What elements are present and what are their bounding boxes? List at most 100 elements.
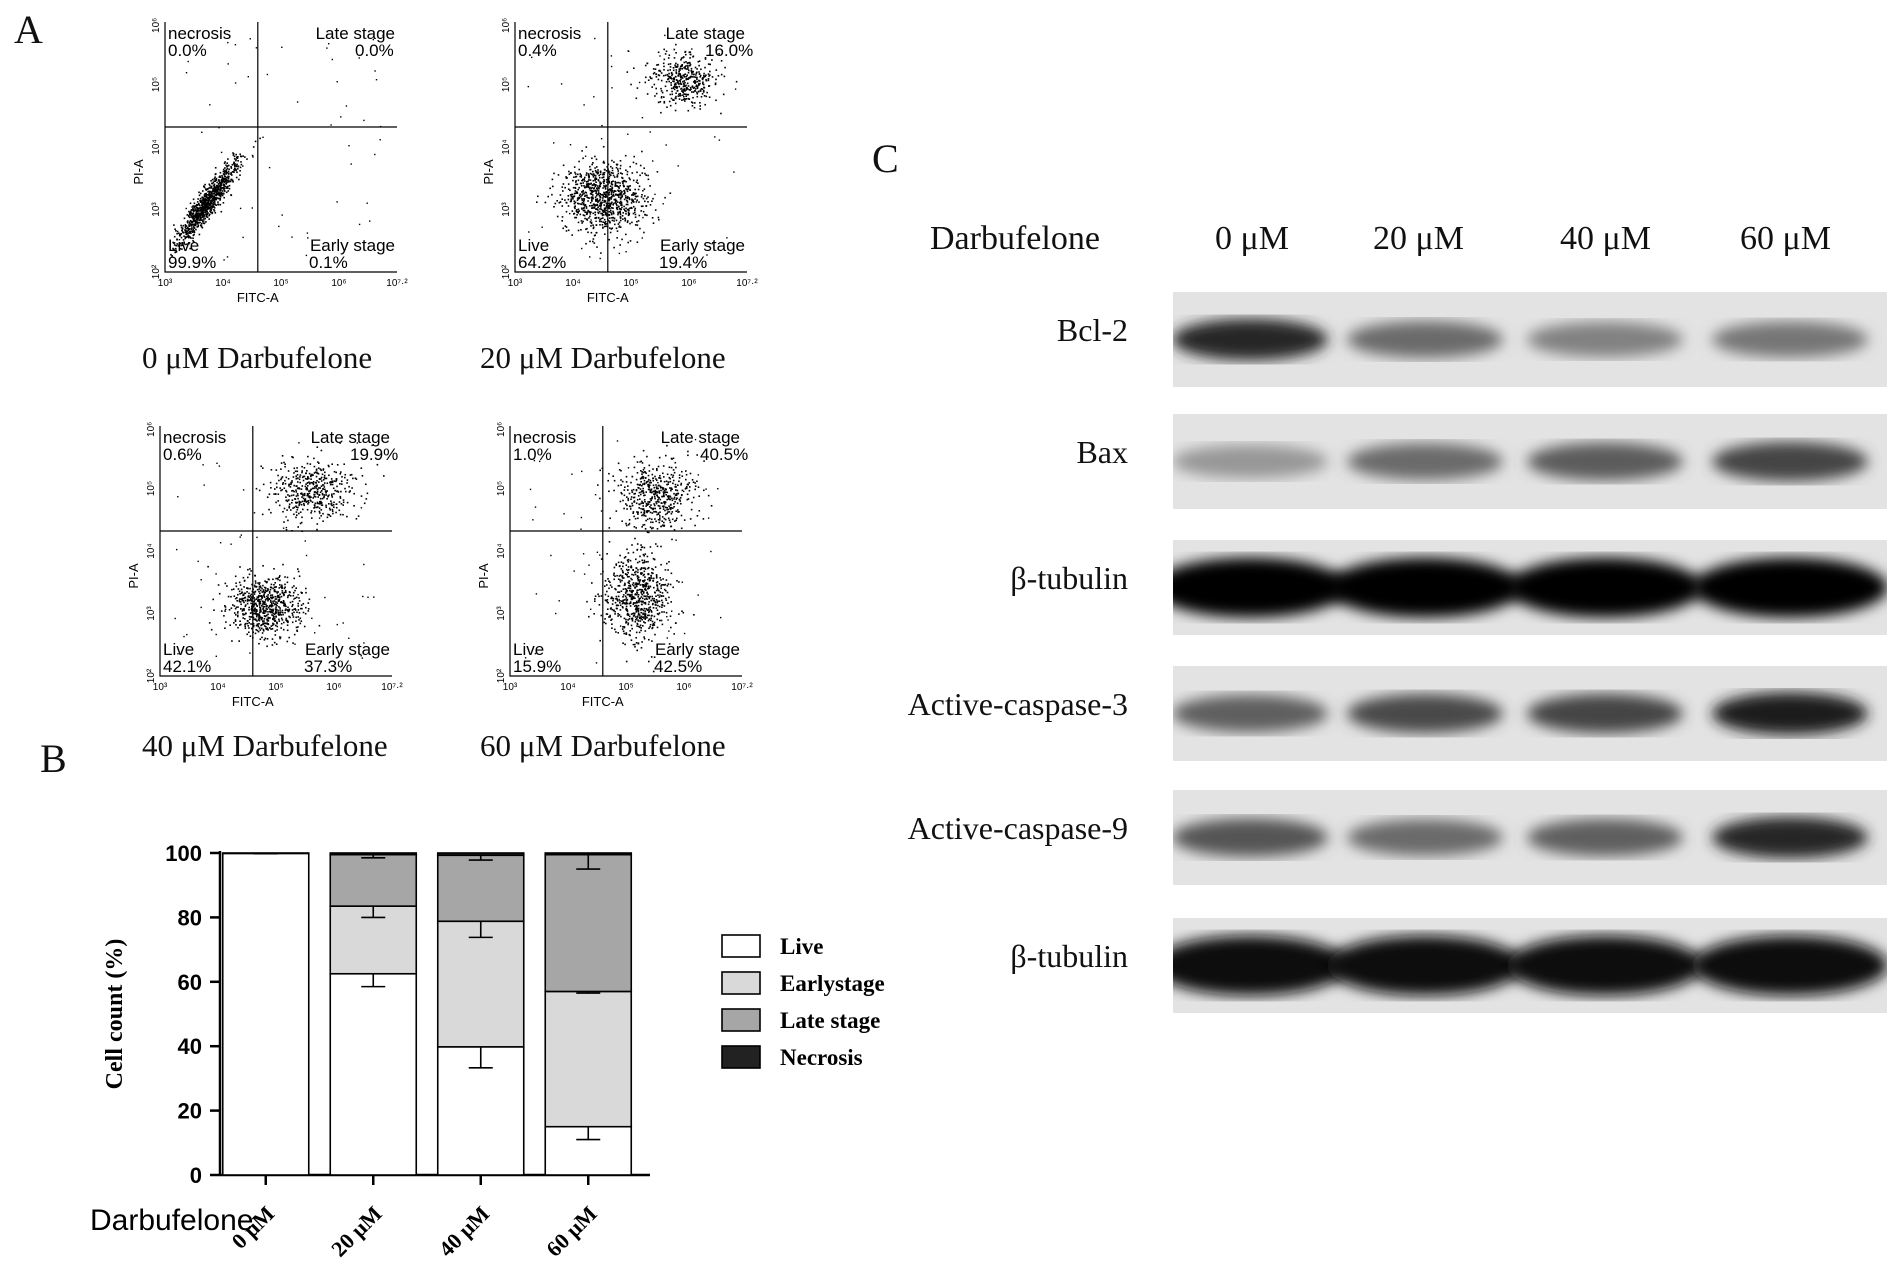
wb-band (1527, 442, 1683, 481)
y-tick-label: 10⁴ (151, 139, 162, 154)
x-tick-label: 10⁷·² (731, 682, 753, 693)
x-tick-label: 10⁶ (326, 682, 341, 693)
wb-band (1173, 818, 1328, 857)
x-tick-label: 10⁷·² (386, 278, 408, 289)
x-tick-label: 10⁴ (560, 682, 575, 693)
wb-lane-label: β-tubulin (1010, 560, 1128, 596)
wb-strip (1173, 540, 1887, 635)
bar-segment-early-stage (221, 852, 310, 855)
y-tick-label: 10⁶·³ (146, 422, 157, 437)
wb-dose-3: 60 μM (1740, 220, 1831, 257)
x-tick-label: 10⁶ (331, 278, 346, 289)
wb-band (1327, 557, 1523, 618)
quadrant-pct-necrosis: 1.0% (513, 445, 552, 464)
flow-y-axis-label: PI-A (476, 563, 491, 589)
wb-strip (1173, 414, 1887, 509)
y-axis-label: Cell count (%) (102, 939, 128, 1090)
bar-segment-live (221, 852, 310, 1176)
quadrant-label-necrosis: necrosis (163, 428, 226, 447)
bar-segment-late-stage (329, 853, 418, 907)
wb-strip (1173, 666, 1887, 761)
quadrant-label-live: Live (518, 236, 549, 255)
quadrant-pct-late: 0.0% (355, 41, 394, 60)
quadrant-label-early: Early stage (655, 640, 740, 659)
wb-band (1712, 441, 1868, 482)
y-tick-label: 10⁵ (146, 481, 157, 496)
legend-label: Earlystage (780, 971, 885, 996)
y-tick-label: 10⁶·³ (496, 422, 507, 437)
flow-axes (509, 426, 742, 677)
y-tick-label: 10⁴ (146, 543, 157, 558)
quadrant-pct-necrosis: 0.4% (518, 41, 557, 60)
x-tick-label: 10³ (508, 278, 523, 289)
panel-letter-b: B (40, 736, 67, 781)
x-tick-label: 10⁴ (210, 682, 225, 693)
wb-dose-0: 0 μM (1215, 220, 1289, 257)
wb-band (1692, 935, 1887, 996)
flow-x-axis-label: FITC-A (232, 694, 274, 709)
flow-axes (159, 426, 392, 677)
bar-segment-live (329, 972, 418, 1176)
wb-band (1347, 693, 1503, 734)
bar-segment-necrosis (329, 852, 418, 856)
quadrant-pct-late: 16.0% (705, 41, 753, 60)
x-tick-label: 10⁶ (681, 278, 696, 289)
wb-band (1712, 816, 1868, 859)
flow-y-axis-label: PI-A (131, 159, 146, 185)
quadrant-label-late: Late stage (316, 24, 395, 43)
x-tick-label: 60 μM (541, 1201, 602, 1262)
wb-band (1507, 935, 1703, 996)
x-axis-label: Darbufelone (90, 1204, 253, 1237)
quadrant-pct-live: 64.2% (518, 253, 566, 272)
quadrant-label-necrosis: necrosis (518, 24, 581, 43)
flow-caption-2: 40 μM Darbufelone (142, 728, 388, 763)
y-tick-label: 10² (146, 668, 157, 683)
y-tick-label: 10⁴ (496, 543, 507, 558)
x-tick-label: 20 μM (326, 1201, 387, 1262)
quadrant-pct-live: 99.9% (168, 253, 216, 272)
flow-axes (164, 22, 397, 273)
quadrant-label-late: Late stage (311, 428, 390, 447)
quadrant-label-live: Live (513, 640, 544, 659)
wb-band (1692, 557, 1887, 618)
flow-x-axis-label: FITC-A (582, 694, 624, 709)
x-tick-label: 10⁵ (273, 278, 288, 289)
y-tick-label: 10⁵ (501, 77, 512, 92)
wb-dose-2: 40 μM (1560, 220, 1651, 257)
wb-band (1347, 443, 1503, 480)
y-tick-label: 80 (178, 905, 202, 930)
x-tick-label: 10³ (158, 278, 173, 289)
bar-segment-early-stage (544, 990, 633, 1128)
y-tick-label: 10⁶·³ (151, 18, 162, 33)
quadrant-label-late: Late stage (666, 24, 745, 43)
wb-band (1173, 557, 1348, 618)
quadrant-pct-early: 19.4% (659, 253, 707, 272)
wb-band (1173, 694, 1328, 733)
wb-band (1507, 557, 1703, 618)
flow-events (527, 34, 738, 260)
y-tick-label: 60 (178, 970, 202, 995)
x-tick-label: 10⁷·² (736, 278, 758, 289)
wb-lane-label: Active-caspase-3 (907, 686, 1128, 722)
x-tick-label: 40 μM (434, 1201, 495, 1262)
bar-segment-early-stage (436, 920, 525, 1048)
flow-caption-1: 20 μM Darbufelone (480, 340, 726, 375)
legend-label: Late stage (780, 1008, 880, 1033)
x-tick-label: 10⁵ (618, 682, 633, 693)
wb-band (1712, 692, 1868, 735)
y-tick-label: 10⁵ (151, 77, 162, 92)
flow-x-axis-label: FITC-A (237, 290, 279, 305)
wb-strip (1173, 292, 1887, 387)
quadrant-label-live: Live (168, 236, 199, 255)
quadrant-pct-live: 15.9% (513, 657, 561, 676)
wb-band (1347, 321, 1503, 358)
wb-treatment-label: Darbufelone (930, 220, 1100, 257)
quadrant-label-late: Late stage (661, 428, 740, 447)
wb-band (1712, 321, 1868, 358)
bar-segment-late-stage (544, 853, 633, 993)
bar-segment-late-stage (436, 854, 525, 923)
y-tick-label: 10⁵ (496, 481, 507, 496)
